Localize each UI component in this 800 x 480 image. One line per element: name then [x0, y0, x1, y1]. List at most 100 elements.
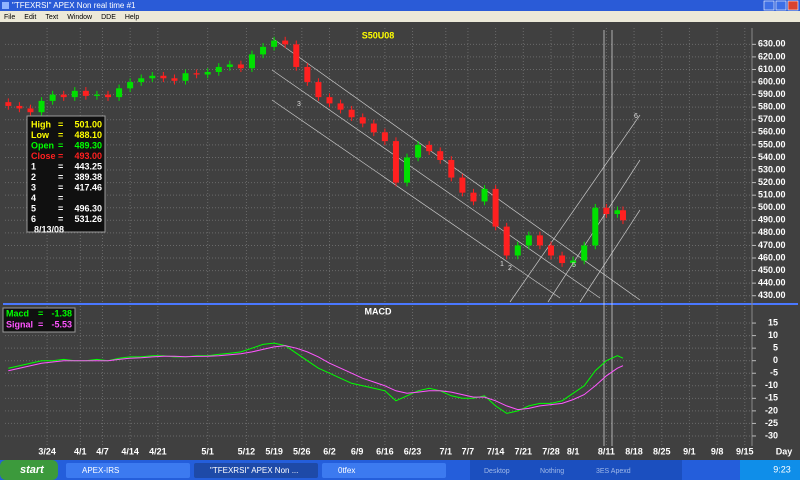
candle-body [603, 207, 610, 215]
tray-label[interactable]: Nothing [540, 468, 564, 475]
menu-item[interactable]: File [4, 14, 15, 21]
candle-body [193, 73, 200, 75]
y-tick-label: 550.00 [758, 139, 786, 149]
x-tick-label: 4/7 [96, 446, 109, 456]
candle-body [326, 97, 333, 104]
y-tick-label: 600.00 [758, 76, 786, 86]
tray-label[interactable]: Desktop [484, 468, 510, 475]
info-separator: = [58, 172, 63, 182]
legend: Macd = -1.38 Signal = -5.53 [6, 308, 72, 329]
candle-body [204, 71, 211, 75]
y-tick-label: 10 [768, 330, 778, 340]
info-label: 2 [31, 172, 36, 182]
candle-body [226, 64, 233, 67]
info-box [26, 115, 106, 233]
maximize-button[interactable] [775, 0, 787, 11]
candle-body [337, 103, 344, 110]
legend-value: -1.38 [51, 308, 72, 318]
task-label: 0tfex [338, 466, 355, 475]
x-tick-label: 7/1 [440, 446, 453, 456]
annotation: 6 [634, 113, 638, 120]
x-axis-label: Day [776, 446, 793, 456]
window-title: "TFEXRSI" APEX Non real time #1 [12, 1, 136, 10]
y-tick-label: 580.00 [758, 102, 786, 112]
x-tick-label: 7/7 [462, 446, 475, 456]
y-tick-label: 630.00 [758, 39, 786, 49]
candle-body [5, 102, 12, 106]
x-tick-label: 6/16 [376, 446, 394, 456]
candle-body [437, 151, 444, 160]
candle-body [60, 94, 67, 98]
candle-body [215, 66, 222, 72]
x-tick-label: 6/2 [323, 446, 336, 456]
candle-body [304, 66, 311, 83]
task-button[interactable] [66, 463, 190, 478]
y-tick-label: 480.00 [758, 227, 786, 237]
annotation: 3 [297, 101, 301, 108]
start-label: start [20, 464, 45, 476]
y-tick-label: -15 [765, 393, 778, 403]
y-tick-label: 430.00 [758, 290, 786, 300]
menu-item[interactable]: Help [125, 14, 140, 21]
candle-body [592, 207, 599, 246]
menu-item[interactable]: Edit [24, 14, 36, 21]
candle-body [138, 78, 145, 83]
info-label: 4 [31, 193, 36, 203]
candle-body [293, 44, 300, 67]
task-button[interactable] [322, 463, 446, 478]
x-tick-label: 4/21 [149, 446, 167, 456]
info-value: 531.26 [74, 214, 102, 224]
candle-body [171, 78, 178, 81]
legend-value: -5.53 [51, 319, 72, 329]
y-tick-label: 540.00 [758, 152, 786, 162]
candle-body [481, 188, 488, 202]
y-tick-label: 470.00 [758, 240, 786, 250]
x-tick-label: 7/28 [542, 446, 560, 456]
y-tick-label: 590.00 [758, 89, 786, 99]
candle-body [82, 90, 89, 96]
y-tick-label: 5 [773, 343, 778, 353]
y-tick-label: 0 [773, 355, 778, 365]
candle-body [514, 245, 521, 256]
y-tick-label: 610.00 [758, 64, 786, 74]
x-tick-label: 6/9 [351, 446, 364, 456]
candle-body [248, 54, 255, 69]
menu-bar [0, 11, 800, 22]
x-tick-label: 9/15 [736, 446, 754, 456]
info-label: Close [31, 151, 56, 161]
menu-item[interactable]: DDE [101, 14, 116, 21]
info-separator: = [58, 130, 63, 140]
y-tick-label: 15 [768, 317, 778, 327]
info-label: High [31, 119, 51, 129]
candle-body [536, 235, 543, 246]
minimize-button[interactable] [763, 0, 775, 11]
candle-body [448, 159, 455, 178]
macd-title: MACD [365, 306, 392, 316]
info-separator: = [58, 203, 63, 213]
info-value: 489.30 [74, 140, 102, 150]
tray-label[interactable]: 3ES Apexd [596, 468, 631, 475]
y-tick-label: 500.00 [758, 202, 786, 212]
y-tick-label: -25 [765, 418, 778, 428]
legend-separator: = [38, 308, 43, 318]
info-value: 493.00 [74, 151, 102, 161]
start-button[interactable] [0, 460, 58, 480]
annotation: 5 [572, 262, 576, 269]
task-button[interactable] [194, 463, 318, 478]
candle-body [525, 235, 532, 246]
menu-item[interactable]: Window [67, 14, 93, 21]
candle-body [282, 40, 289, 45]
candle-body [392, 141, 399, 183]
info-value: 389.38 [74, 172, 102, 182]
y-tick-label: -10 [765, 380, 778, 390]
y-tick-label: 530.00 [758, 164, 786, 174]
task-items: APEX-IRS "TFEXRSI" APEX Non ... 0tfex Deskt… [66, 463, 631, 478]
close-button[interactable] [787, 0, 799, 11]
menu-item[interactable]: Text [45, 14, 58, 21]
x-tick-label: 4/14 [121, 446, 139, 456]
y-tick-label: 460.00 [758, 252, 786, 262]
